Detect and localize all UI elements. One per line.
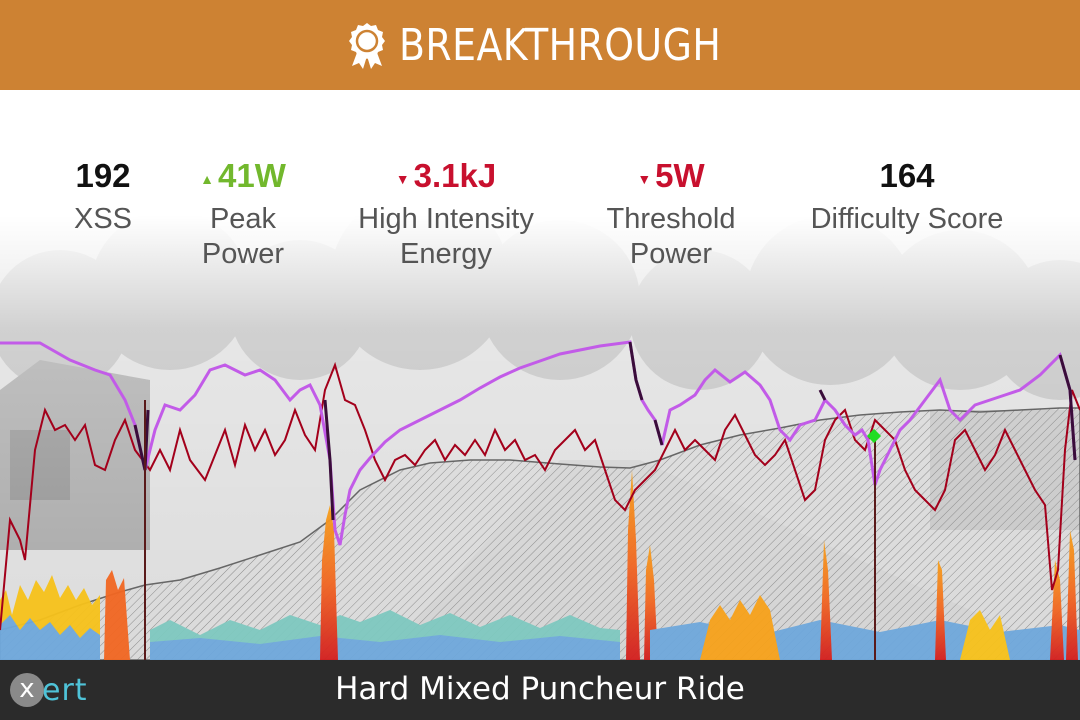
stat-threshold-power: ▼ 5W Threshold Power — [607, 150, 736, 272]
stat-label: Power — [629, 238, 713, 270]
award-ribbon-icon — [348, 23, 385, 69]
stat-high-intensity-energy: ▼ 3.1kJ High Intensity Energy — [358, 150, 534, 272]
footer-bar: x ert Hard Mixed Puncheur Ride — [0, 660, 1080, 720]
header-banner: BREAKTHROUGH — [0, 0, 1080, 90]
stat-xss: 192 XSS — [74, 150, 132, 237]
stat-label: Difficulty Score — [810, 203, 1004, 235]
stat-value: 192 — [75, 157, 131, 194]
threshold-area — [0, 407, 1080, 660]
xert-logo: x ert — [10, 672, 88, 708]
power-zone-bars — [0, 470, 1080, 660]
stat-label: Power — [201, 238, 285, 270]
stat-label: Energy — [400, 238, 492, 270]
stat-label: XSS — [73, 203, 133, 235]
stat-difficulty-score: 164 Difficulty Score — [811, 150, 1004, 237]
stat-value: ▼ 3.1kJ — [396, 150, 496, 202]
stat-value: 164 — [879, 157, 935, 194]
stat-label: Peak — [209, 203, 277, 235]
stat-value: ▲ 41W — [200, 150, 286, 202]
stat-value: ▼ 5W — [637, 150, 704, 202]
trend-down-icon: ▼ — [395, 171, 410, 187]
logo-text: ert — [42, 672, 88, 708]
stat-label: Threshold — [606, 203, 736, 235]
workout-title: Hard Mixed Puncheur Ride — [335, 671, 745, 707]
stat-label: High Intensity — [358, 203, 534, 235]
page-title: BREAKTHROUGH — [398, 19, 721, 71]
logo-mark: x — [10, 673, 44, 707]
breakthrough-marker — [866, 428, 882, 444]
trend-down-icon: ▼ — [637, 171, 652, 187]
stat-peak-power: ▲ 41W Peak Power — [200, 150, 286, 272]
activity-chart — [0, 340, 1080, 660]
trend-up-icon: ▲ — [200, 171, 214, 187]
heart-rate-line — [0, 361, 1080, 631]
